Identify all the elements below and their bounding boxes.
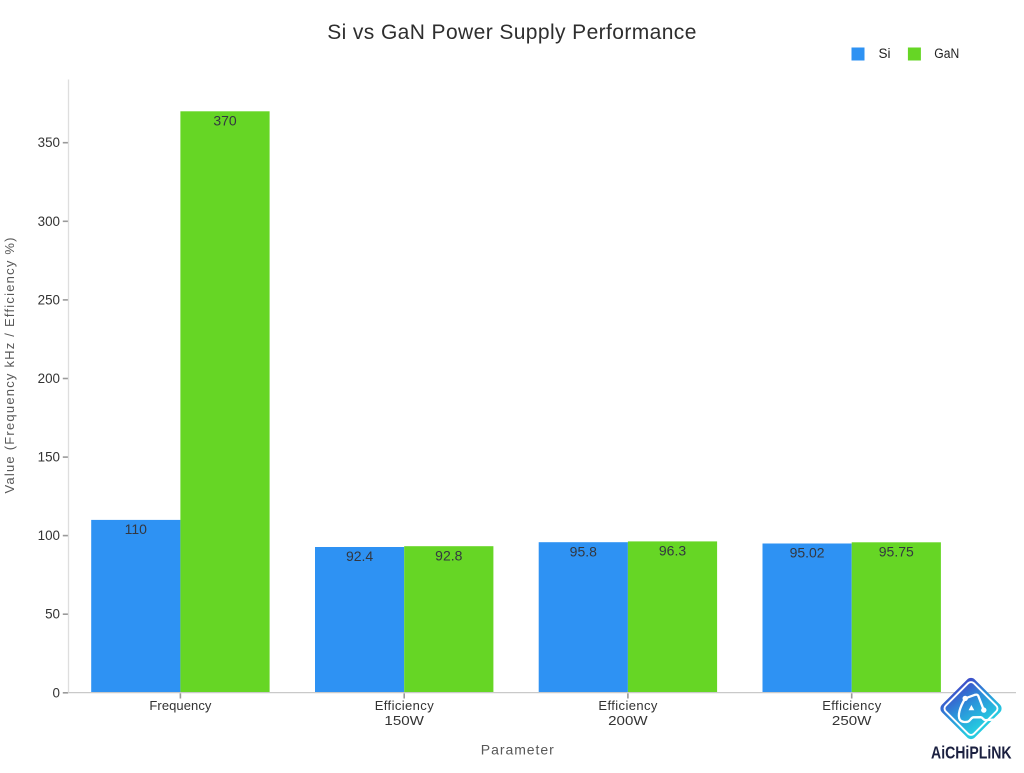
svg-text:92.8: 92.8 (435, 547, 462, 563)
svg-text:95.8: 95.8 (570, 543, 597, 559)
svg-text:92.4: 92.4 (346, 548, 373, 564)
svg-text:100: 100 (38, 528, 60, 543)
svg-text:350: 350 (38, 135, 60, 150)
svg-text:AiCHiPLiNK: AiCHiPLiNK (931, 743, 1012, 763)
svg-text:GaN: GaN (934, 46, 959, 61)
svg-text:250: 250 (38, 292, 60, 307)
svg-text:0: 0 (53, 685, 60, 700)
svg-text:370: 370 (213, 112, 237, 128)
svg-text:200: 200 (38, 371, 60, 386)
svg-text:95.75: 95.75 (879, 543, 914, 559)
svg-text:Efficiency: Efficiency (375, 698, 435, 713)
svg-text:150W: 150W (384, 713, 424, 728)
svg-text:50: 50 (45, 607, 60, 622)
svg-text:Si: Si (879, 46, 891, 61)
svg-text:Frequency: Frequency (149, 698, 212, 713)
svg-text:250W: 250W (832, 713, 872, 728)
svg-text:Si vs GaN Power Supply Perform: Si vs GaN Power Supply Performance (327, 21, 697, 44)
svg-text:300: 300 (38, 214, 60, 229)
svg-text:110: 110 (125, 521, 148, 537)
svg-text:Parameter: Parameter (481, 742, 554, 758)
svg-text:200W: 200W (608, 713, 648, 728)
svg-text:95.02: 95.02 (790, 545, 825, 561)
svg-text:150: 150 (38, 450, 60, 465)
svg-text:96.3: 96.3 (659, 543, 686, 559)
svg-text:Efficiency: Efficiency (598, 698, 658, 713)
svg-text:Value (Frequency kHz / Efficie: Value (Frequency kHz / Efficiency %) (2, 238, 17, 494)
svg-text:Efficiency: Efficiency (822, 698, 882, 713)
